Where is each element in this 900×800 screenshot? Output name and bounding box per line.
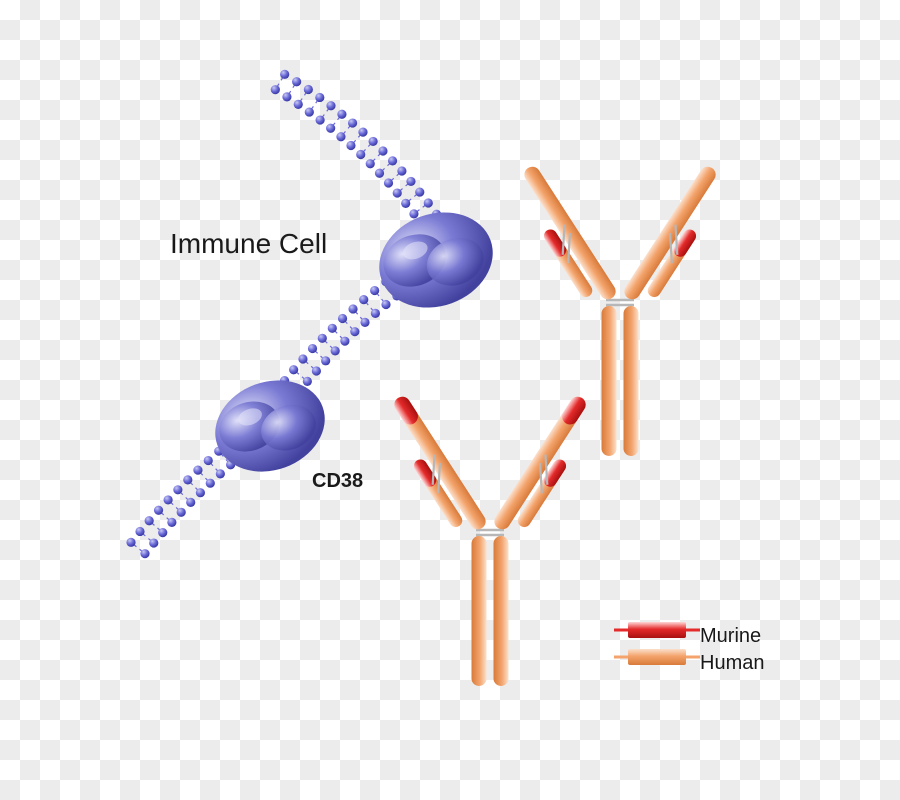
antibody <box>521 164 718 456</box>
legend-human-label: Human <box>700 652 764 675</box>
legend-murine-label: Murine <box>700 625 761 648</box>
antibody <box>391 394 588 686</box>
label-cd38: CD38 <box>312 470 363 493</box>
legend-swatch-human <box>628 649 686 665</box>
legend <box>614 622 700 665</box>
legend-swatch-murine <box>628 622 686 638</box>
diagram-svg <box>0 0 900 800</box>
label-immune-cell: Immune Cell <box>170 228 327 260</box>
cd38-globule <box>202 366 337 487</box>
canvas: Immune Cell CD38 Murine Human <box>0 0 900 800</box>
